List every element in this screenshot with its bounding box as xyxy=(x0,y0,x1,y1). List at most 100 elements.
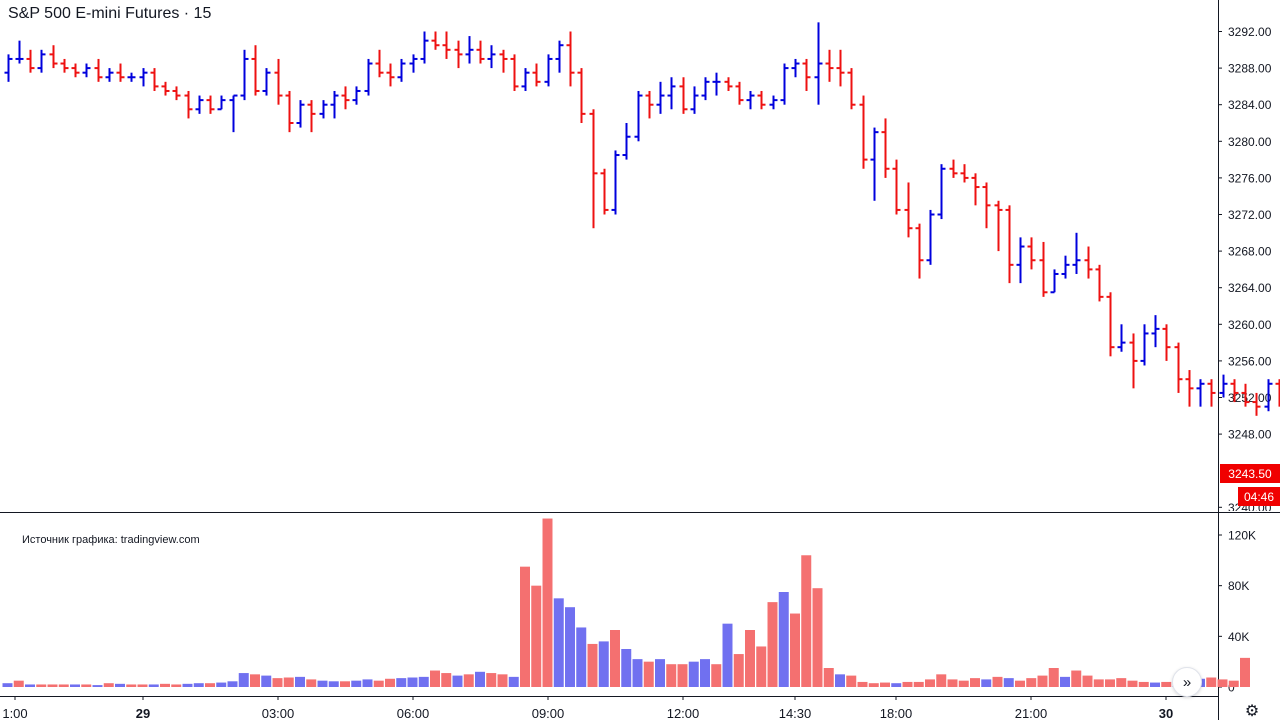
volume-bar xyxy=(666,664,676,687)
ohlc-bar xyxy=(916,224,924,279)
ohlc-bar xyxy=(230,96,238,133)
ohlc-bar xyxy=(488,45,496,68)
volume-bar xyxy=(509,677,519,687)
ohlc-bar xyxy=(601,169,609,215)
volume-bar xyxy=(171,684,181,687)
volume-bar xyxy=(903,682,913,687)
price-axis-label: 3268.00 xyxy=(1228,245,1272,259)
ohlc-bar xyxy=(320,100,328,118)
time-axis-label: 09:00 xyxy=(532,706,565,720)
volume-bar xyxy=(993,677,1003,687)
ohlc-bar xyxy=(567,32,575,87)
ohlc-bar xyxy=(781,64,789,105)
ohlc-bar xyxy=(207,96,215,114)
volume-bar xyxy=(858,682,868,687)
price-axis-label: 3272.00 xyxy=(1228,208,1272,222)
volume-bar xyxy=(48,684,58,687)
volume-bar xyxy=(1229,681,1239,687)
ohlc-bar xyxy=(421,32,429,64)
ohlc-bar xyxy=(185,91,193,118)
price-axis-label: 3292.00 xyxy=(1228,25,1272,39)
ohlc-bar xyxy=(342,86,350,109)
ohlc-bar xyxy=(196,96,204,114)
ohlc-bar xyxy=(117,64,125,82)
ohlc-bar xyxy=(882,118,890,177)
ohlc-bar xyxy=(398,59,406,82)
ohlc-bar xyxy=(1051,269,1059,292)
volume-axis-label: 80K xyxy=(1228,579,1249,593)
ohlc-bar xyxy=(702,77,710,100)
price-axis-label: 3248.00 xyxy=(1228,428,1272,442)
volume-bar xyxy=(273,678,283,687)
volume-bar xyxy=(745,630,755,687)
time-axis-label: 14:30 xyxy=(779,706,812,720)
ohlc-bar xyxy=(1073,233,1081,274)
volume-bar xyxy=(126,684,136,687)
volume-bar xyxy=(306,679,316,687)
time-axis-label: 29 xyxy=(136,706,150,720)
volume-bar xyxy=(25,684,35,687)
ohlc-bar xyxy=(95,59,103,82)
scroll-to-realtime-button[interactable]: » xyxy=(1172,667,1202,697)
volume-bar xyxy=(543,519,553,687)
chart-source-watermark: Источник графика: tradingview.com xyxy=(22,534,200,546)
ohlc-bar xyxy=(522,68,530,91)
bar-countdown-badge: 04:46 xyxy=(1238,487,1280,506)
volume-bar xyxy=(813,588,823,687)
ohlc-bar xyxy=(1208,379,1216,406)
volume-bar xyxy=(621,649,631,687)
volume-bar xyxy=(1004,678,1014,687)
volume-bar xyxy=(565,607,575,687)
volume-bar xyxy=(261,676,271,687)
volume-bar xyxy=(216,683,226,687)
ohlc-bar xyxy=(635,91,643,141)
time-axis-label: 06:00 xyxy=(397,706,430,720)
ohlc-bar xyxy=(443,32,451,59)
volume-bar xyxy=(723,624,733,687)
volume-bar xyxy=(711,664,721,687)
ohlc-bar xyxy=(668,77,676,109)
gear-icon: ⚙ xyxy=(1245,701,1259,721)
ohlc-bar xyxy=(140,68,148,86)
volume-bar xyxy=(801,555,811,687)
ohlc-bar xyxy=(1197,379,1205,406)
ohlc-bar xyxy=(758,91,766,109)
price-axis-label: 3256.00 xyxy=(1228,354,1272,368)
volume-bar xyxy=(340,681,350,687)
ohlc-bar xyxy=(410,54,418,72)
ohlc-bar xyxy=(848,68,856,109)
volume-bar xyxy=(554,598,564,687)
ohlc-bar xyxy=(1062,256,1070,279)
volume-bar xyxy=(486,673,496,687)
ohlc-bar xyxy=(50,45,58,68)
ohlc-bar xyxy=(173,86,181,100)
volume-bar xyxy=(475,672,485,687)
ohlc-bar xyxy=(1107,292,1115,356)
volume-bar xyxy=(869,683,879,687)
ohlc-bar xyxy=(387,64,395,87)
volume-bar xyxy=(689,662,699,687)
ohlc-bar xyxy=(1186,370,1194,407)
volume-bar xyxy=(959,681,969,687)
ohlc-bar xyxy=(128,73,136,82)
ohlc-bar xyxy=(241,50,249,100)
volume-bar xyxy=(599,641,609,687)
volume-bar xyxy=(700,659,710,687)
ohlc-bar xyxy=(162,82,170,96)
ohlc-bar xyxy=(545,54,553,86)
volume-bar xyxy=(284,678,294,688)
volume-bar xyxy=(970,678,980,687)
ohlc-bar xyxy=(376,50,384,77)
ohlc-bar xyxy=(691,86,699,113)
price-axis-label: 3260.00 xyxy=(1228,318,1272,332)
volume-bar xyxy=(1049,668,1059,687)
ohlc-bar xyxy=(1118,324,1126,351)
volume-bar xyxy=(408,678,418,688)
ohlc-bar xyxy=(83,64,91,78)
volume-bar xyxy=(1150,683,1160,687)
volume-bar xyxy=(1071,671,1081,687)
ohlc-bar xyxy=(871,128,879,201)
settings-button[interactable]: ⚙ xyxy=(1242,702,1262,720)
volume-bar xyxy=(374,681,384,687)
